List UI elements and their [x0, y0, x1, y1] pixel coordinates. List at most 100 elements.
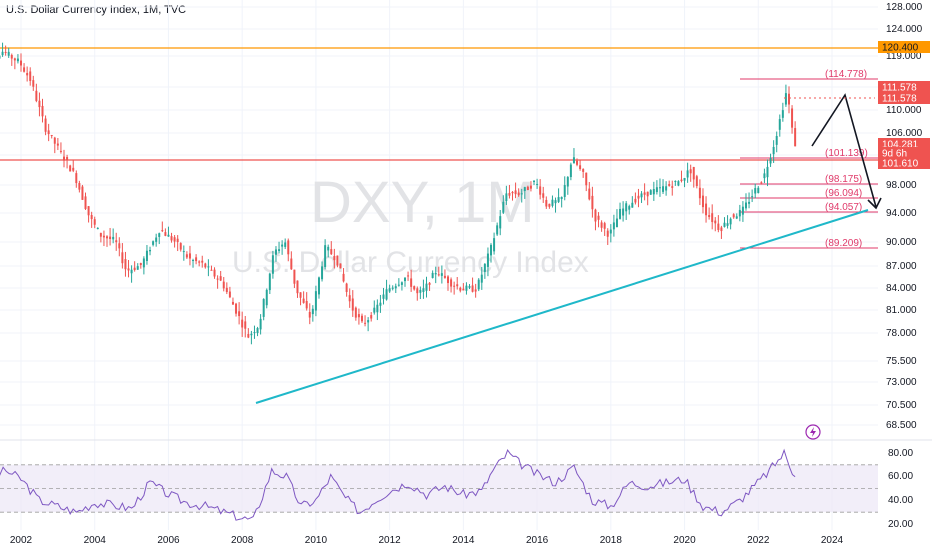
candle-body [391, 287, 394, 289]
candle-body [597, 215, 600, 220]
candle-body [735, 216, 738, 219]
candle-body [38, 100, 41, 108]
time-axis-tick: 2022 [747, 535, 770, 546]
watermark-name: U.S. Dollar Currency Index [232, 246, 589, 279]
candle-body [686, 170, 689, 178]
candle-body [302, 298, 305, 303]
candle-body [695, 176, 698, 187]
candle-body [775, 136, 778, 145]
time-axis-tick: 2008 [231, 535, 254, 546]
candle-body [754, 188, 757, 194]
candle-body [683, 177, 686, 181]
candle-body [170, 236, 173, 241]
candle-body [674, 180, 677, 182]
candle-body [649, 190, 652, 195]
candle-body [569, 164, 572, 178]
candle-body [317, 277, 320, 295]
candle-body [63, 156, 66, 161]
candle-body [376, 304, 379, 313]
candle-body [339, 263, 342, 269]
candle-body [579, 165, 582, 169]
time-axis-tick: 2006 [157, 535, 180, 546]
rsi-axis-tick: 40.00 [888, 495, 913, 506]
fib-level-label: (89.209) [825, 238, 862, 249]
candle-body [235, 303, 238, 314]
candle-body [665, 186, 668, 191]
fib-level-label: (101.139) [825, 148, 868, 159]
price-axis-tick: 124.000 [886, 24, 923, 35]
candle-body [511, 191, 514, 194]
candle-body [330, 249, 333, 255]
candle-body [425, 283, 428, 291]
candle-body [591, 195, 594, 210]
candle-body [447, 276, 450, 284]
candle-body [360, 315, 363, 322]
candle-body [763, 173, 766, 179]
candle-body [16, 58, 19, 62]
price-axis-tick: 87.000 [886, 261, 917, 272]
candle-body [545, 199, 548, 207]
candle-body [732, 214, 735, 218]
candle-body [723, 222, 726, 227]
candle-body [619, 208, 622, 219]
candle-body [84, 196, 87, 209]
candle-body [127, 268, 130, 271]
candle-body [751, 196, 754, 198]
candle-body [413, 286, 416, 290]
candle-body [182, 251, 185, 253]
candle-body [228, 291, 231, 298]
candle-body [109, 236, 112, 240]
candle-body [198, 261, 201, 263]
candle-body [179, 243, 182, 250]
candle-body [508, 192, 511, 196]
candle-body [794, 128, 797, 147]
candle-body [720, 227, 723, 232]
candle-body [367, 320, 370, 323]
rsi-axis-tick: 80.00 [888, 448, 913, 459]
candle-body [637, 195, 640, 199]
candle-body [354, 307, 357, 318]
projection-arrowhead [867, 197, 882, 210]
candle-body [422, 288, 425, 292]
candle-body [554, 200, 557, 204]
candle-body [112, 236, 115, 240]
candle-body [388, 288, 391, 292]
candle-body [705, 203, 708, 216]
time-axis-tick: 2020 [673, 535, 696, 546]
fib-levels: (114.778) (101.139) (98.175) (96.094) (94.05… [740, 69, 878, 249]
candle-body [213, 269, 216, 277]
candle-body [106, 236, 109, 239]
candle-body [357, 314, 360, 318]
candle-body [652, 189, 655, 195]
price-axis-tick: 106.000 [886, 128, 923, 139]
candle-body [219, 276, 222, 281]
candle-body [222, 281, 225, 289]
price-tag-bg [878, 81, 930, 93]
candle-body [662, 186, 665, 192]
candle-body [204, 263, 207, 268]
horizontal-lines [0, 47, 878, 161]
rsi-axis-tick: 60.00 [888, 471, 913, 482]
candle-body [622, 208, 625, 216]
candle-body [539, 186, 542, 195]
candle-body [308, 311, 311, 318]
candle-body [563, 185, 566, 197]
candle-body [671, 186, 674, 188]
price-axis-tick: 84.000 [886, 283, 917, 294]
candle-body [711, 213, 714, 223]
candle-body [333, 255, 336, 261]
fib-level-label: (96.094) [825, 188, 862, 199]
candle-body [407, 275, 410, 277]
time-axis-tick: 2014 [452, 535, 475, 546]
candle-body [791, 108, 794, 128]
candle-body [465, 285, 468, 291]
candle-body [192, 260, 195, 262]
price-axis-tick: 110.000 [886, 105, 922, 116]
candle-body [443, 275, 446, 278]
candle-body [256, 328, 259, 334]
candle-body [490, 244, 493, 256]
fib-level-label: (98.175) [825, 174, 862, 185]
time-axis-tick: 2012 [379, 535, 402, 546]
candle-body [118, 243, 121, 249]
